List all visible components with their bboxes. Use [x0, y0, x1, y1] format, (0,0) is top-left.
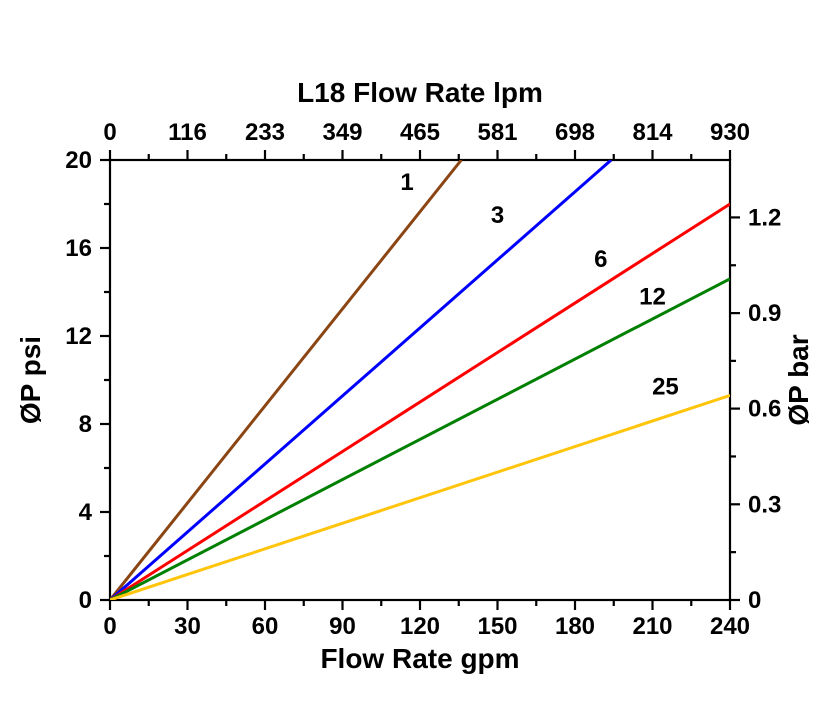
x-top-tick-label: 930 — [710, 119, 750, 146]
x-top-tick-label: 116 — [168, 119, 207, 146]
y-right-tick-label: 1.2 — [748, 204, 781, 231]
y-left-tick-label: 8 — [79, 411, 92, 438]
x-bottom-tick-label: 30 — [174, 613, 201, 640]
x-bottom-tick-label: 0 — [103, 613, 116, 640]
x-bottom-tick-label: 240 — [710, 613, 750, 640]
x-top-tick-label: 581 — [477, 119, 517, 146]
x-bottom-title: Flow Rate gpm — [320, 643, 519, 674]
x-bottom-tick-label: 180 — [555, 613, 595, 640]
y-right-title: ØP bar — [783, 334, 814, 425]
y-left-tick-label: 4 — [79, 499, 93, 526]
series-label-6: 6 — [594, 246, 607, 273]
series-label-3: 3 — [491, 202, 504, 229]
y-right-tick-label: 0.3 — [748, 491, 781, 518]
x-bottom-tick-label: 90 — [329, 613, 356, 640]
series-label-12: 12 — [639, 283, 666, 310]
x-top-tick-label: 814 — [632, 119, 673, 146]
series-label-25: 25 — [652, 374, 679, 401]
x-top-tick-label: 349 — [322, 119, 362, 146]
x-top-tick-label: 233 — [245, 119, 285, 146]
x-top-tick-label: 465 — [400, 119, 440, 146]
y-left-tick-label: 20 — [65, 147, 92, 174]
y-left-tick-label: 16 — [65, 235, 92, 262]
y-left-tick-label: 12 — [65, 323, 92, 350]
y-right-tick-label: 0.9 — [748, 300, 781, 327]
x-bottom-tick-label: 210 — [632, 613, 672, 640]
y-left-tick-label: 0 — [79, 587, 92, 614]
x-bottom-tick-label: 60 — [252, 613, 279, 640]
x-top-tick-label: 698 — [555, 119, 595, 146]
y-right-tick-label: 0 — [748, 587, 761, 614]
x-bottom-tick-label: 120 — [400, 613, 440, 640]
series-label-1: 1 — [400, 169, 413, 196]
y-right-tick-label: 0.6 — [748, 396, 781, 423]
y-left-title: ØP psi — [15, 336, 46, 424]
pressure-flow-chart: 0116233349465581698814930L18 Flow Rate l… — [0, 0, 836, 702]
x-bottom-tick-label: 150 — [477, 613, 517, 640]
x-top-tick-label: 0 — [103, 119, 116, 146]
chart-top-title: L18 Flow Rate lpm — [297, 77, 543, 108]
